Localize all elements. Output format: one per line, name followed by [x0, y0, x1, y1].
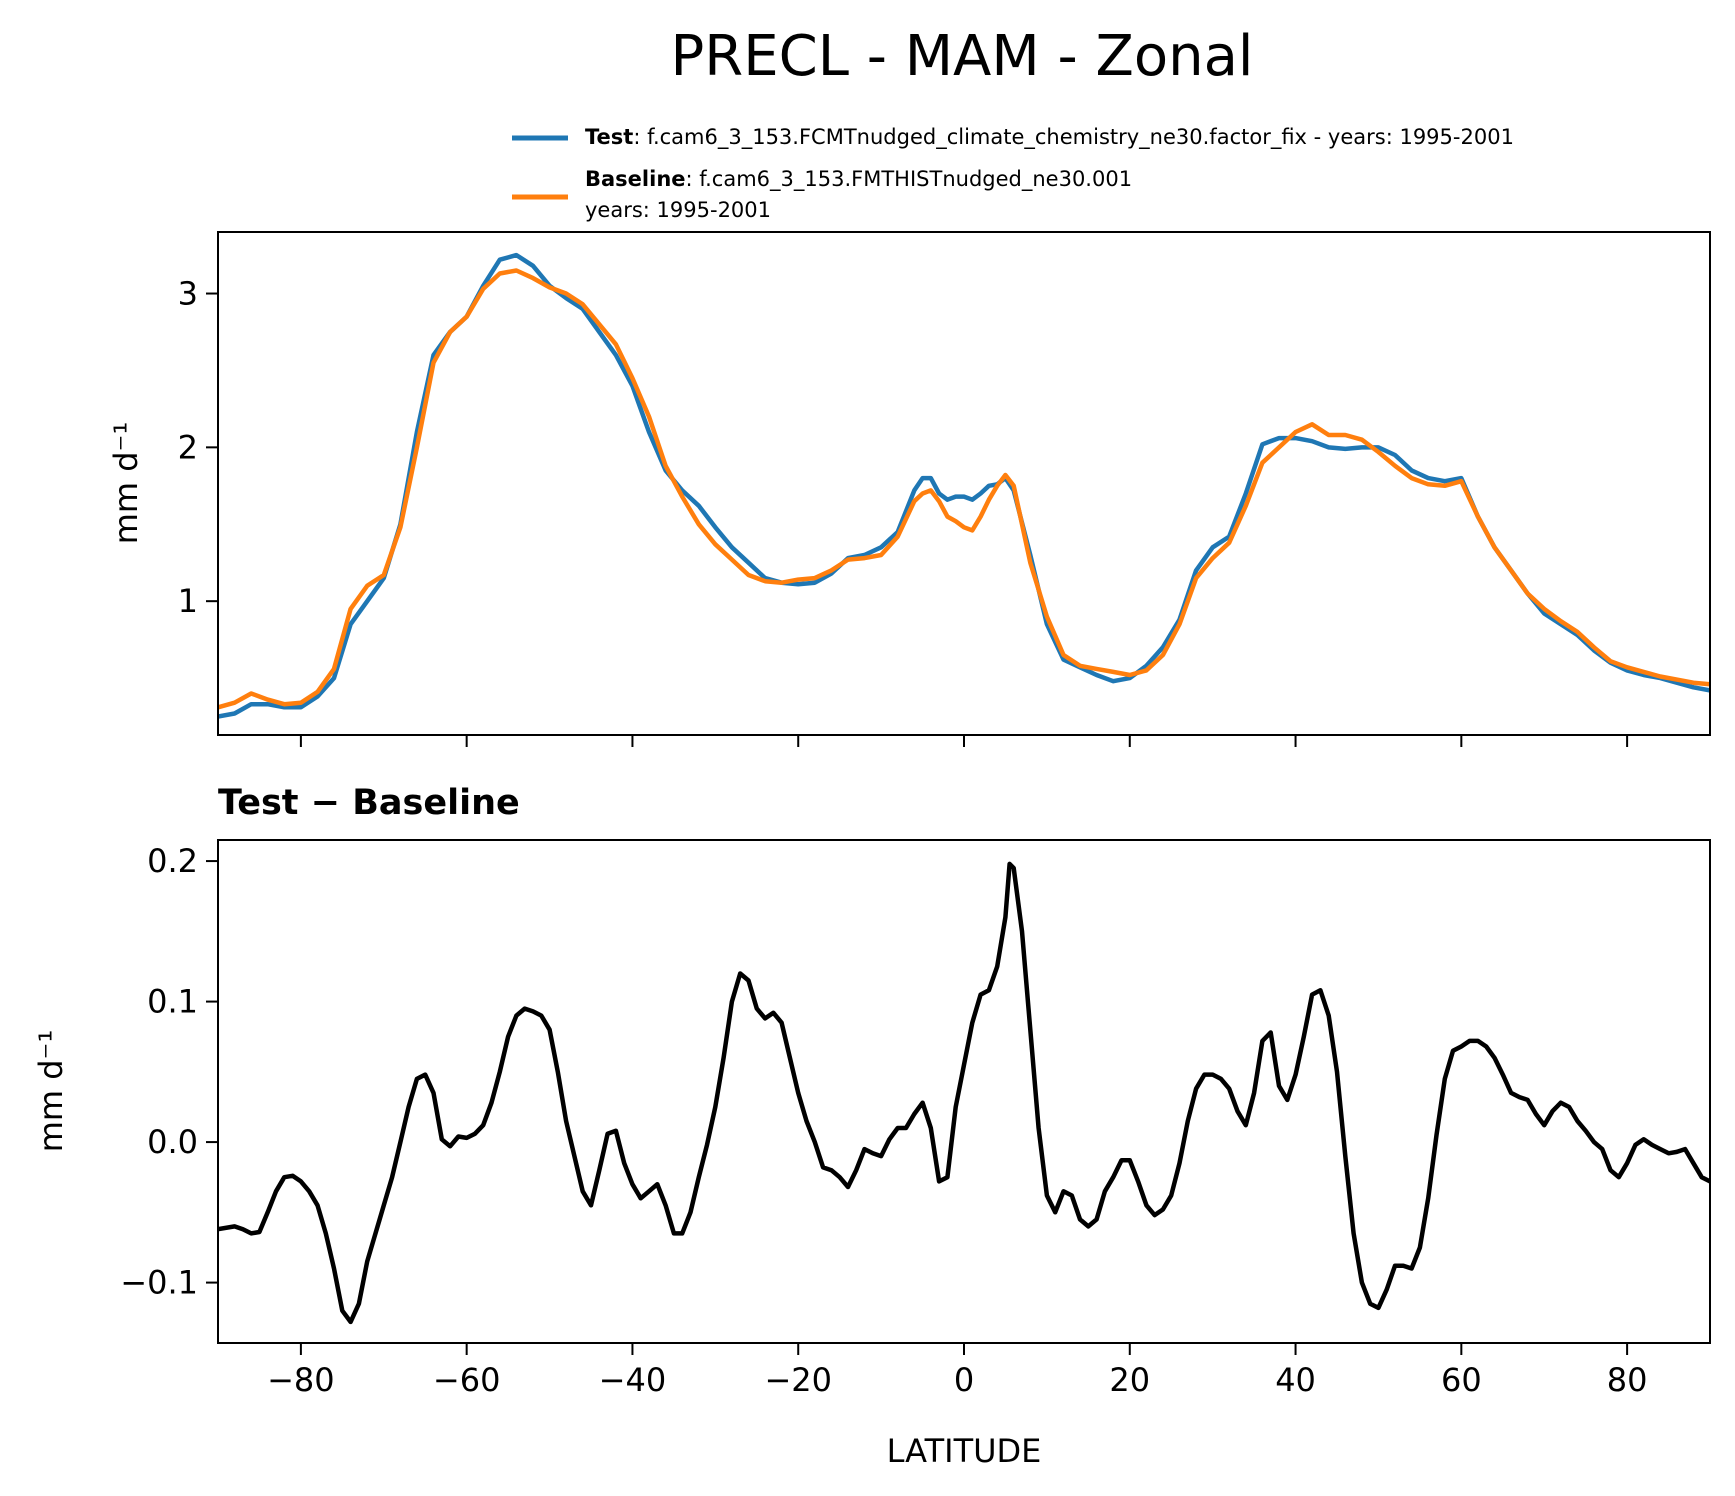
bottom-xtick-label: −60 — [433, 1361, 501, 1399]
legend-desc-baseline: : f.cam6_3_153.FMTHISTnudged_ne30.001 — [686, 167, 1133, 192]
legend-desc-test: : f.cam6_3_153.FCMTnudged_climate_chemis… — [633, 125, 1514, 150]
top-axes-frame — [217, 231, 1711, 736]
top-ytick-label: 3 — [178, 275, 198, 313]
bottom-ytick-label: 0.2 — [147, 842, 198, 880]
bottom-xticks: −80 −60 −40 −20 0 20 40 60 80 — [267, 1343, 1647, 1399]
bottom-xtick-label: 40 — [1275, 1361, 1316, 1399]
bottom-ytick-label: −0.1 — [120, 1264, 198, 1302]
bottom-yticks: −0.1 0.0 0.1 0.2 — [120, 842, 218, 1302]
bottom-xtick-label: −80 — [267, 1361, 335, 1399]
bottom-xtick-label: 80 — [1607, 1361, 1648, 1399]
bottom-xtick-label: −20 — [764, 1361, 832, 1399]
top-panel: 1 2 3 mm d⁻¹ — [107, 231, 1711, 747]
bottom-axes-frame — [217, 839, 1711, 1344]
legend-label-test: Test: f.cam6_3_153.FCMTnudged_climate_ch… — [585, 125, 1514, 150]
bottom-ytick-label: 0.1 — [147, 983, 198, 1021]
legend: Test: f.cam6_3_153.FCMTnudged_climate_ch… — [512, 125, 1514, 222]
bottom-ylabel: mm d⁻¹ — [32, 1030, 70, 1153]
bottom-xtick-label: 0 — [954, 1361, 974, 1399]
bottom-xlabel: LATITUDE — [887, 1432, 1042, 1470]
bottom-xtick-label: 20 — [1109, 1361, 1150, 1399]
legend-label-baseline-years: years: 1995-2001 — [585, 198, 771, 222]
legend-label-baseline: Baseline: f.cam6_3_153.FMTHISTnudged_ne3… — [585, 167, 1132, 192]
bottom-xtick-label: −40 — [599, 1361, 667, 1399]
legend-name-test: Test — [585, 125, 633, 149]
bottom-panel-title: Test − Baseline — [218, 783, 520, 823]
bottom-lines — [218, 861, 1710, 1325]
figure-title: PRECL - MAM - Zonal — [671, 24, 1254, 89]
bottom-panel: Test − Baseline −0.10.00.10.2 −80 −60 −40−… — [32, 783, 1711, 1470]
top-ylabel: mm d⁻¹ — [107, 422, 145, 545]
bottom-xtick-label: 60 — [1441, 1361, 1482, 1399]
bottom-series-test-baseline — [218, 861, 1710, 1325]
top-lines — [218, 252, 1710, 719]
top-xticks — [299, 735, 1629, 747]
top-series-baseline — [218, 268, 1710, 710]
top-ytick-label: 2 — [178, 428, 198, 466]
bottom-ytick-label: 0.0 — [147, 1123, 198, 1161]
top-yticks: 1 2 3 — [178, 275, 218, 620]
legend-name-baseline: Baseline — [585, 167, 686, 191]
top-series-test — [218, 252, 1710, 719]
top-ytick-label: 1 — [178, 582, 198, 620]
